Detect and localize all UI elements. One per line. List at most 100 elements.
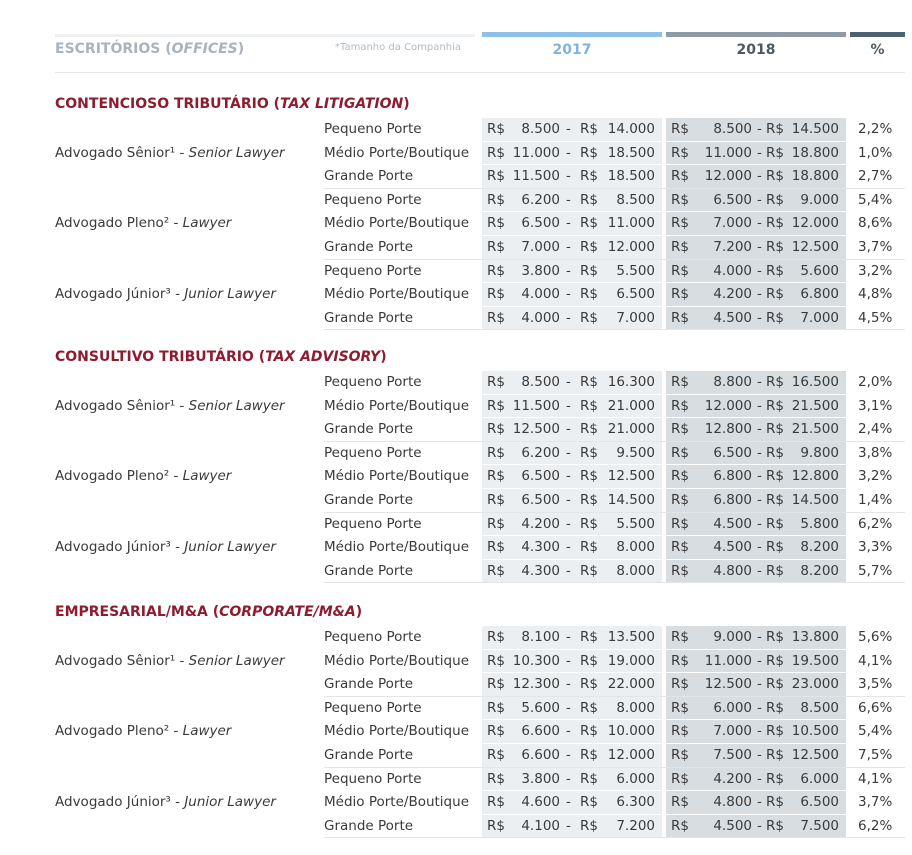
percent: 3,1%: [858, 397, 893, 414]
text: Advogado Sênior¹ -: [55, 144, 189, 161]
value: 14.500: [791, 492, 839, 508]
value: 4.200: [713, 770, 752, 787]
currency: R$: [580, 397, 598, 414]
currency: R$: [487, 515, 505, 532]
cell-bg: [666, 512, 846, 536]
value: 19.500: [791, 652, 839, 669]
size: Grande Porte: [324, 168, 414, 185]
currency: R$: [671, 397, 689, 414]
percent: 6,2%: [858, 515, 893, 532]
separator: -: [757, 444, 762, 461]
currency: R$: [766, 191, 784, 208]
currency: R$: [580, 444, 598, 461]
value: 6.800: [713, 492, 752, 508]
size: Grande Porte: [324, 562, 414, 579]
cell-bg: [666, 536, 846, 559]
currency: R$: [487, 468, 505, 485]
group-rule: [324, 511, 905, 513]
currency: R$: [487, 770, 505, 787]
value: 18.500: [607, 144, 655, 161]
value: 5.600: [800, 262, 839, 279]
value: 11.000: [512, 144, 560, 161]
text: Lawyer: [182, 215, 232, 232]
text: CONSULTIVO TRIBUTÁRIO (: [55, 349, 266, 365]
percent: 3,7%: [858, 239, 893, 255]
value: 9.800: [800, 444, 839, 461]
size: Médio Porte/Boutique: [324, 215, 469, 232]
cell-bg: [482, 441, 662, 465]
value: 10.500: [791, 723, 839, 740]
percent: 4,5%: [858, 309, 893, 326]
value: 5.600: [521, 699, 560, 716]
separator: -: [566, 515, 571, 532]
text: ): [403, 96, 410, 112]
separator: -: [757, 515, 762, 532]
separator: -: [566, 492, 571, 508]
group-rule: [324, 695, 905, 697]
value: 5.500: [616, 262, 655, 279]
currency: R$: [671, 770, 689, 787]
currency: R$: [766, 444, 784, 461]
currency: R$: [766, 262, 784, 279]
value: 4.000: [521, 286, 560, 303]
value: 4.000: [521, 309, 560, 326]
currency: R$: [580, 121, 598, 137]
size: Médio Porte/Boutique: [324, 144, 469, 161]
role: Advogado Sênior¹ - Senior Lawyer: [55, 395, 285, 418]
cell-bg: [482, 212, 662, 235]
percent: 8,6%: [858, 215, 893, 232]
currency: R$: [766, 515, 784, 532]
year-2017: 2017: [552, 42, 592, 58]
size: Pequeno Porte: [324, 515, 422, 532]
cell-bg: [666, 465, 846, 488]
value: 14.500: [607, 492, 655, 508]
currency: R$: [766, 374, 784, 390]
value: 7.000: [616, 309, 655, 326]
size: Pequeno Porte: [324, 121, 422, 137]
currency: R$: [766, 397, 784, 414]
separator: -: [566, 817, 571, 834]
percent: 5,6%: [858, 629, 893, 645]
currency: R$: [766, 652, 784, 669]
currency: R$: [580, 676, 598, 693]
text: OFFICES: [171, 41, 238, 57]
cell-bg: [666, 418, 846, 441]
currency: R$: [766, 286, 784, 303]
currency: R$: [580, 191, 598, 208]
value: 6.200: [521, 444, 560, 461]
separator: -: [566, 699, 571, 716]
currency: R$: [580, 262, 598, 279]
value: 4.200: [521, 515, 560, 532]
cell-bg: [666, 236, 846, 259]
currency: R$: [487, 629, 505, 645]
currency: R$: [766, 468, 784, 485]
currency: R$: [580, 817, 598, 834]
value: 8.500: [521, 374, 560, 390]
currency: R$: [580, 629, 598, 645]
text: ): [380, 349, 387, 365]
cell-bg: [482, 720, 662, 743]
group-rule: [324, 440, 905, 442]
value: 18.500: [607, 168, 655, 185]
value: 6.500: [521, 215, 560, 232]
separator: -: [566, 191, 571, 208]
text: Advogado Júnior³ -: [55, 286, 185, 303]
currency: R$: [580, 652, 598, 669]
separator: -: [566, 562, 571, 579]
size: Médio Porte/Boutique: [324, 397, 469, 414]
value: 12.500: [704, 676, 752, 693]
currency: R$: [487, 239, 505, 255]
separator: -: [566, 723, 571, 740]
value: 8.500: [800, 699, 839, 716]
currency: R$: [766, 215, 784, 232]
currency: R$: [487, 676, 505, 693]
currency: R$: [487, 286, 505, 303]
percent: 3,2%: [858, 468, 893, 485]
value: 22.000: [607, 676, 655, 693]
currency: R$: [766, 794, 784, 811]
cell-bg: [666, 673, 846, 696]
separator: -: [757, 309, 762, 326]
currency: R$: [766, 699, 784, 716]
cell-bg: [482, 767, 662, 791]
value: 12.500: [512, 421, 560, 438]
